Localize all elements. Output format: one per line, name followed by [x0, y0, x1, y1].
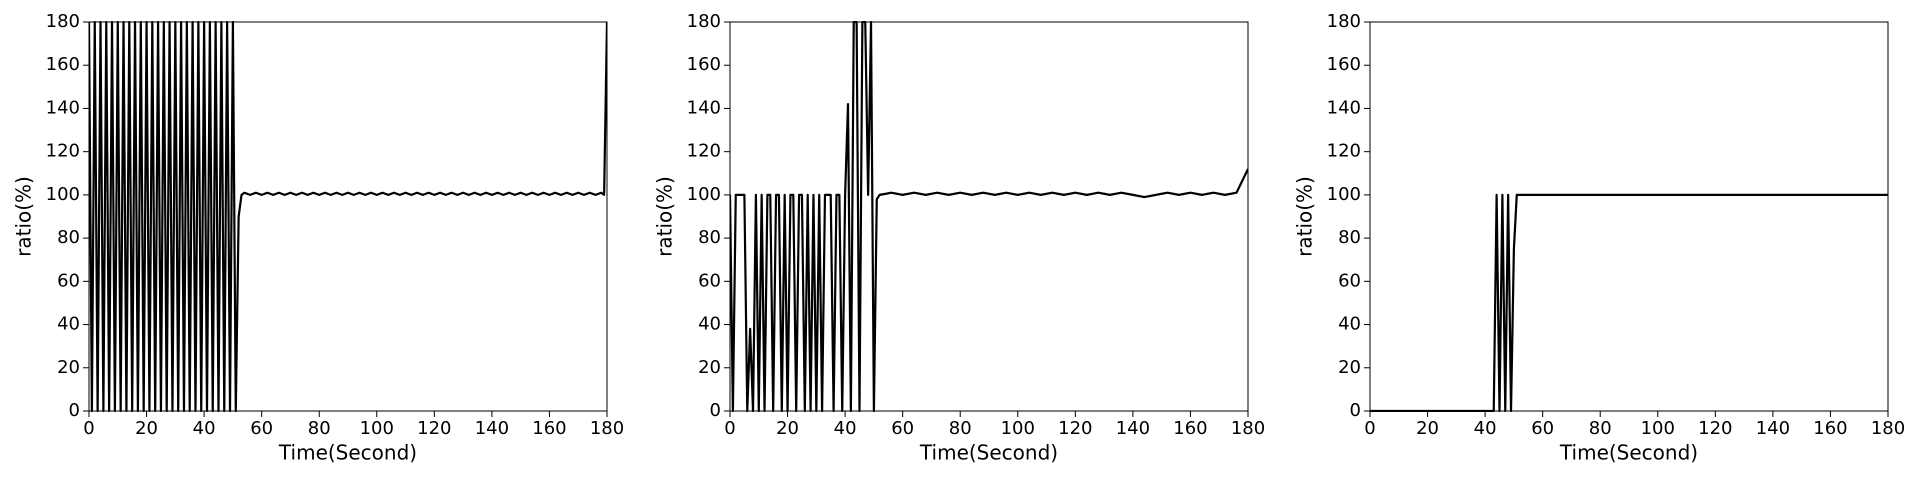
x-tick-label: 180 — [590, 418, 624, 439]
subplot: 0 20 40 60 80 100 120 140 160 180 0 20 40 60 80 100 120 1… — [12, 11, 625, 465]
y-tick-label: 120 — [687, 141, 721, 162]
axes-frame — [1369, 21, 1889, 412]
x-tick-label: 100 — [1001, 418, 1035, 439]
x-tick-label: 180 — [1231, 418, 1265, 439]
y-tick-label: 160 — [46, 54, 80, 75]
y-axis-label: ratio(%) — [653, 176, 677, 257]
y-tick-label: 140 — [687, 97, 721, 118]
y-tick-label: 100 — [687, 184, 721, 205]
plot-area — [1370, 193, 1888, 412]
y-tick-label: 100 — [1327, 184, 1361, 205]
x-tick-label: 80 — [308, 418, 331, 439]
y-tick-label: 80 — [1338, 227, 1361, 248]
subplot: 0 20 40 60 80 100 120 140 160 180 0 20 40 60 80 100 120 1… — [653, 11, 1266, 465]
data-line — [89, 21, 607, 412]
x-tick-label: 0 — [724, 418, 735, 439]
axes-frame — [88, 21, 608, 412]
x-tick-label: 40 — [834, 418, 857, 439]
x-tick-label: 20 — [1416, 418, 1439, 439]
x-tick-label: 40 — [1474, 418, 1497, 439]
x-tick-label: 40 — [193, 418, 216, 439]
y-axis-label: ratio(%) — [12, 176, 36, 257]
x-tick-label: 60 — [1531, 418, 1554, 439]
x-tick-label: 140 — [1756, 418, 1790, 439]
y-tick-label: 100 — [46, 184, 80, 205]
x-tick-label: 140 — [1116, 418, 1150, 439]
y-tick-label: 80 — [57, 227, 80, 248]
axes-frame — [729, 21, 1249, 412]
plot-area — [730, 21, 1248, 412]
data-line — [1370, 193, 1888, 412]
x-tick-label: 120 — [1058, 418, 1092, 439]
plot-area — [89, 21, 607, 412]
x-tick-label: 160 — [1813, 418, 1847, 439]
y-tick-label: 40 — [1338, 314, 1361, 335]
x-tick-label: 160 — [532, 418, 566, 439]
y-tick-label: 20 — [698, 357, 721, 378]
x-tick-label: 20 — [776, 418, 799, 439]
y-tick-label: 180 — [1327, 11, 1361, 32]
x-tick-label: 80 — [1589, 418, 1612, 439]
subplot: 0 20 40 60 80 100 120 140 160 180 0 20 40 60 80 100 120 1… — [1293, 11, 1906, 465]
y-tick-label: 40 — [698, 314, 721, 335]
x-tick-label: 60 — [891, 418, 914, 439]
y-tick-label: 180 — [687, 11, 721, 32]
y-tick-label: 60 — [1338, 270, 1361, 291]
x-tick-label: 140 — [475, 418, 509, 439]
x-tick-label: 80 — [949, 418, 972, 439]
y-tick-label: 0 — [710, 400, 721, 421]
y-tick-label: 20 — [1338, 357, 1361, 378]
x-tick-label: 20 — [135, 418, 158, 439]
y-tick-label: 60 — [57, 270, 80, 291]
y-tick-label: 80 — [698, 227, 721, 248]
y-tick-label: 20 — [57, 357, 80, 378]
y-tick-label: 0 — [1350, 400, 1361, 421]
data-line — [730, 21, 1248, 412]
x-tick-label: 160 — [1173, 418, 1207, 439]
y-tick-label: 120 — [1327, 141, 1361, 162]
x-axis-label: Time(Second) — [919, 441, 1058, 465]
y-tick-label: 160 — [1327, 54, 1361, 75]
y-tick-label: 40 — [57, 314, 80, 335]
x-tick-label: 100 — [360, 418, 394, 439]
y-tick-label: 120 — [46, 141, 80, 162]
x-axis-label: Time(Second) — [278, 441, 417, 465]
x-tick-label: 60 — [250, 418, 273, 439]
x-tick-label: 0 — [1364, 418, 1375, 439]
x-tick-label: 180 — [1871, 418, 1905, 439]
y-tick-label: 160 — [687, 54, 721, 75]
y-tick-label: 180 — [46, 11, 80, 32]
x-tick-label: 100 — [1641, 418, 1675, 439]
y-tick-label: 60 — [698, 270, 721, 291]
y-axis-label: ratio(%) — [1293, 176, 1317, 257]
x-axis-label: Time(Second) — [1559, 441, 1698, 465]
y-tick-label: 0 — [69, 400, 80, 421]
x-tick-label: 120 — [1698, 418, 1732, 439]
x-tick-label: 120 — [417, 418, 451, 439]
y-tick-label: 140 — [46, 97, 80, 118]
y-tick-label: 140 — [1327, 97, 1361, 118]
x-tick-label: 0 — [83, 418, 94, 439]
